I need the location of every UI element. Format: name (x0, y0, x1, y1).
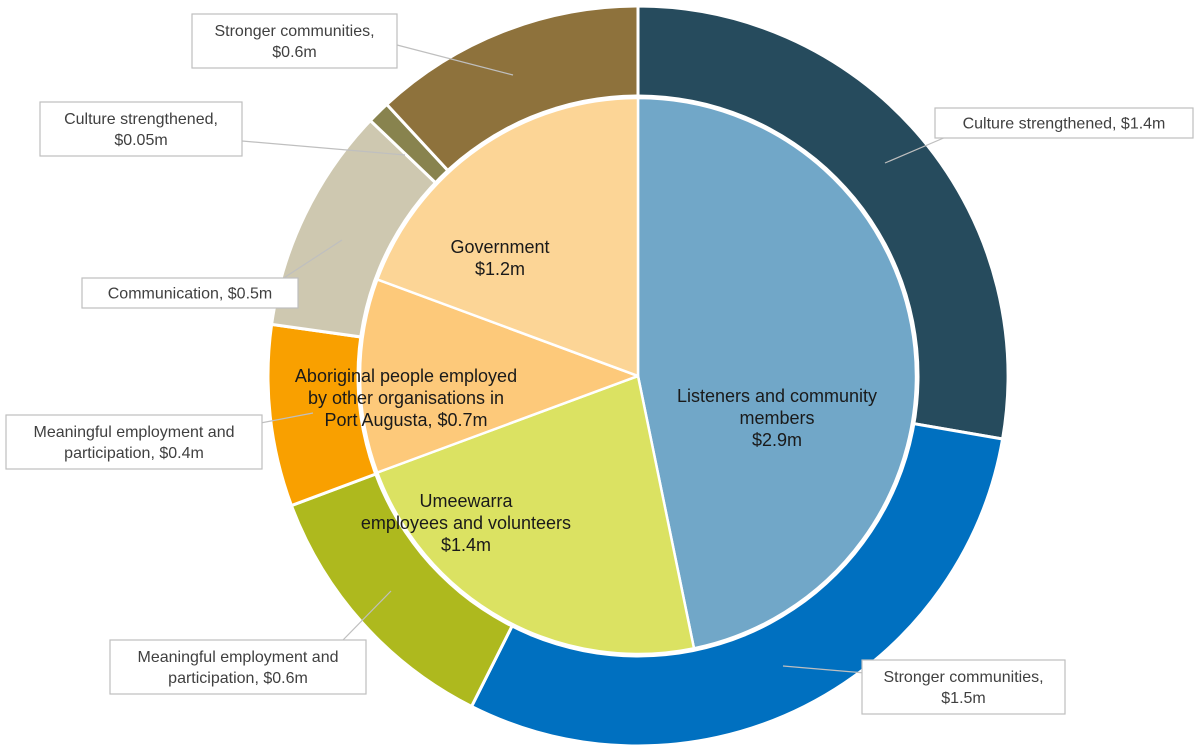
callout-box-culture-strengthened-1-4m (934, 107, 1194, 139)
callout-label-meaningful-employment-and-participation-0-4m: Meaningful employment and participation, … (33, 424, 234, 462)
callout-leader-stronger-communities-1-5m (782, 665, 878, 675)
callouts: Culture strengthened, $1.4m Stronger comm… (5, 13, 1194, 715)
inner-slice-aboriginal-people-employed-by-other-organisations-in-port-augusta-0-7m (358, 278, 640, 474)
callout-box-stronger-communities-1-5m (861, 659, 1066, 715)
callout-box-stronger-communities-0-6m (191, 13, 398, 69)
callout-label-stronger-communities-1-5m: Stronger communities, $1.5m (883, 669, 1043, 707)
callout-label-communication-0-5m: Communication, $0.5m (108, 286, 273, 303)
callout-label-stronger-communities-0-6m: Stronger communities, $0.6m (214, 23, 374, 61)
inner-label-umeewarra-employees-and-volunteers-1-4m: Umeewarra employees and volunteers $1.4m (361, 491, 571, 555)
callout-leader-culture-strengthened-0-05m (241, 140, 406, 156)
inner-slice-umeewarra-employees-and-volunteers-1-4m (376, 374, 696, 656)
inner-pie (356, 94, 920, 658)
callout-leader-meaningful-employment-and-participation-0-6m (342, 590, 392, 641)
callout-leader-culture-strengthened-1-4m (884, 133, 954, 164)
callout-leader-communication-0-5m (275, 239, 343, 284)
inner-label-listeners-and-community-members-2-9m: Listeners and community members $2.9m (677, 386, 877, 450)
callout-box-meaningful-employment-and-participation-0-6m (109, 639, 367, 695)
inner-label-aboriginal-people-employed-by-other-organisations-in-port-augusta-0-7m: Aboriginal people employed by other organ… (295, 366, 517, 430)
callout-label-meaningful-employment-and-participation-0-6m: Meaningful employment and participation, … (137, 649, 338, 687)
callout-label-culture-strengthened-1-4m: Culture strengthened, $1.4m (963, 116, 1166, 133)
callout-label-culture-strengthened-0-05m: Culture strengthened, $0.05m (64, 111, 218, 149)
callout-leader-stronger-communities-0-6m (396, 44, 514, 76)
inner-slice-government-1-2m (376, 96, 640, 378)
inner-labels: Listeners and community members $2.9m Umeew… (295, 237, 877, 555)
inner-slice-listeners-and-community-members-2-9m (636, 96, 918, 650)
callout-box-culture-strengthened-0-05m (39, 101, 243, 157)
inner-label-government-1-2m: Government $1.2m (450, 237, 549, 279)
callout-box-communication-0-5m (81, 277, 299, 309)
callout-box-meaningful-employment-and-participation-0-4m (5, 414, 263, 470)
